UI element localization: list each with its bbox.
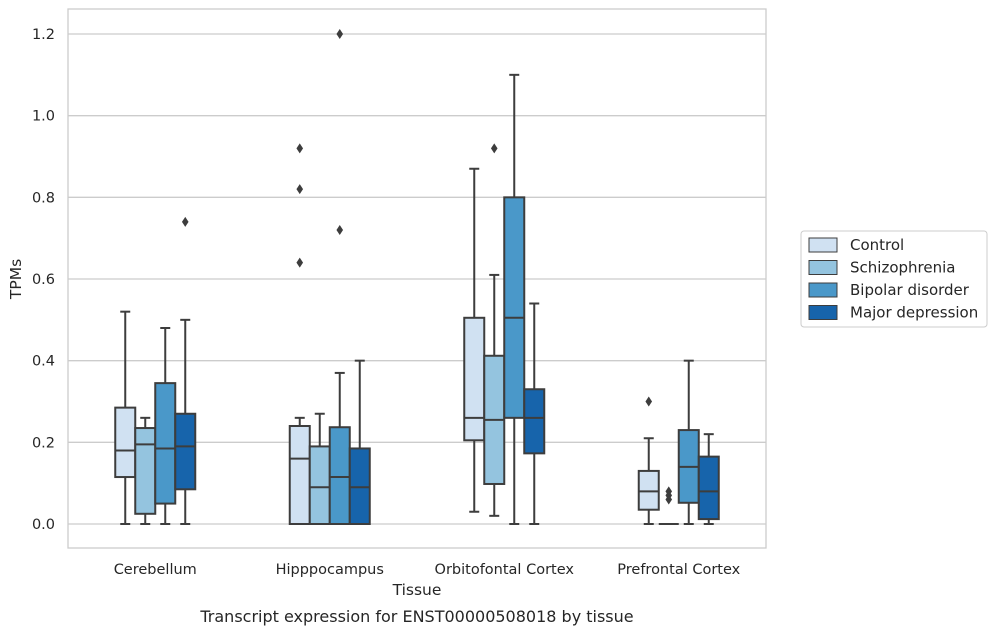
outlier-point: [336, 29, 344, 39]
x-tick-label: Cerebellum: [114, 562, 197, 578]
y-tick-label: 0.4: [32, 354, 55, 370]
box-plot: [637, 396, 660, 525]
box-plot: [114, 310, 137, 525]
y-tick-label: 0.0: [32, 517, 55, 533]
plot-frame: [67, 8, 767, 549]
box-body: [134, 427, 157, 515]
box-plot: [503, 73, 526, 525]
box-plot: [463, 167, 486, 513]
y-axis-title: TPMs: [7, 259, 25, 300]
box-body: [174, 412, 197, 491]
y-tick-labels: 0.0 0.2 0.4 0.6 0.8 1.0 1.2: [32, 27, 55, 533]
outlier-point: [296, 184, 304, 195]
y-tick-label: 0.6: [32, 272, 55, 288]
box-body: [288, 425, 311, 525]
box-plot: [523, 302, 546, 525]
legend-swatch: [808, 282, 838, 298]
box-body: [697, 455, 720, 521]
box-body: [328, 426, 351, 526]
legend-label: Major depression: [850, 304, 978, 322]
outlier-point: [645, 396, 653, 407]
x-tick-label: Prefrontal Cortex: [617, 562, 740, 578]
y-tick-label: 0.8: [32, 190, 55, 206]
legend-swatch: [808, 237, 838, 253]
box-plot: [348, 359, 371, 526]
box-body: [114, 406, 137, 479]
box-body: [523, 388, 546, 455]
legend-frame: [800, 230, 988, 328]
legend-swatch: [808, 305, 838, 320]
legend-swatch: [808, 260, 838, 275]
legend-label: Schizophrenia: [850, 259, 955, 277]
box-groups: [114, 29, 720, 526]
x-tick-label: Hipppocampus: [276, 562, 384, 578]
box-body: [154, 382, 177, 505]
y-tick-label: 1.0: [32, 109, 55, 125]
box-body: [637, 469, 660, 511]
box-plot: [697, 433, 720, 525]
box-plot: [658, 486, 679, 525]
legend: Control Schizophrenia Bipolar disorder Majo…: [800, 230, 988, 328]
box-body: [308, 445, 331, 525]
outlier-point: [490, 143, 498, 154]
outlier-point: [336, 225, 344, 235]
y-tick-label: 1.2: [32, 27, 55, 43]
legend-label: Bipolar disorder: [850, 281, 970, 299]
box-plot: [174, 216, 197, 525]
x-tick-label: Orbitofontal Cortex: [435, 562, 575, 578]
outlier-point: [665, 486, 673, 497]
legend-label: Control: [850, 236, 904, 254]
y-tick-label: 0.2: [32, 435, 55, 451]
box-plot: [134, 416, 157, 525]
chart-caption: Transcript expression for ENST0000050801…: [199, 607, 633, 626]
outlier-point: [181, 216, 189, 227]
box-body: [348, 447, 371, 526]
outlier-point: [296, 143, 304, 154]
box-body: [463, 316, 486, 442]
box-body: [503, 196, 526, 419]
box-plot: [483, 143, 506, 517]
x-axis-title: Tissue: [392, 581, 442, 599]
x-tick-labels: Cerebellum Hipppocampus Orbitofontal Corte…: [114, 562, 741, 578]
outlier-point: [296, 257, 304, 268]
